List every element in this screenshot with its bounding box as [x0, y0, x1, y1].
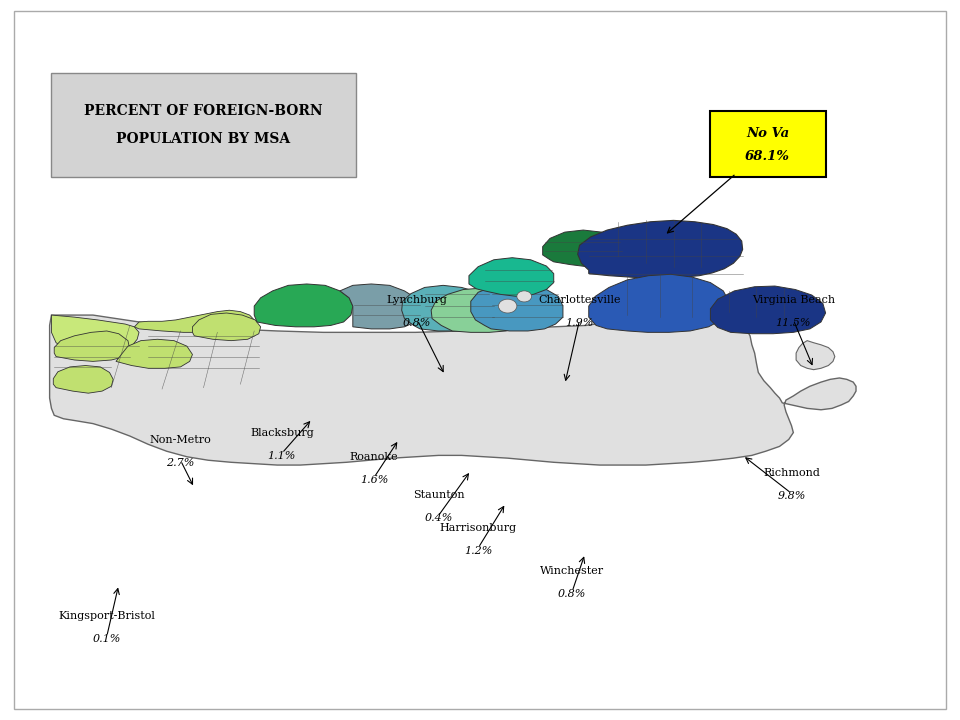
Polygon shape	[578, 220, 743, 279]
FancyBboxPatch shape	[710, 111, 826, 177]
Polygon shape	[52, 315, 139, 356]
Text: Non-Metro: Non-Metro	[150, 435, 211, 445]
Text: 1.1%: 1.1%	[268, 451, 296, 462]
Polygon shape	[192, 313, 261, 341]
Text: Roanoke: Roanoke	[349, 452, 398, 462]
Text: 1.2%: 1.2%	[464, 546, 492, 556]
Text: 11.5%: 11.5%	[776, 318, 811, 328]
Text: Charlottesville: Charlottesville	[539, 294, 621, 305]
Polygon shape	[340, 284, 420, 329]
Polygon shape	[796, 341, 835, 369]
Polygon shape	[401, 285, 493, 331]
Text: 0.1%: 0.1%	[92, 634, 121, 644]
Text: 9.8%: 9.8%	[778, 491, 805, 501]
Text: POPULATION BY MSA: POPULATION BY MSA	[116, 132, 291, 146]
Text: 0.4%: 0.4%	[424, 513, 453, 523]
Circle shape	[516, 291, 532, 302]
Text: 68.1%: 68.1%	[745, 150, 790, 163]
Text: Lynchburg: Lynchburg	[387, 294, 447, 305]
Text: Harrisonburg: Harrisonburg	[440, 523, 516, 533]
Text: 0.8%: 0.8%	[558, 590, 587, 600]
Polygon shape	[54, 331, 130, 361]
Polygon shape	[470, 284, 563, 331]
Polygon shape	[50, 291, 856, 465]
Circle shape	[498, 300, 516, 313]
Polygon shape	[54, 366, 113, 393]
Text: 0.8%: 0.8%	[403, 318, 431, 328]
Polygon shape	[116, 339, 192, 369]
Text: Blacksburg: Blacksburg	[250, 428, 314, 438]
Polygon shape	[468, 258, 554, 297]
Polygon shape	[710, 286, 826, 334]
Text: Richmond: Richmond	[763, 468, 820, 478]
Text: Virginia Beach: Virginia Beach	[752, 294, 835, 305]
Text: 2.7%: 2.7%	[166, 458, 195, 468]
Text: Winchester: Winchester	[540, 567, 604, 576]
Text: PERCENT OF FOREIGN-BORN: PERCENT OF FOREIGN-BORN	[84, 104, 323, 118]
Polygon shape	[134, 310, 254, 333]
Polygon shape	[431, 288, 528, 333]
Text: 1.9%: 1.9%	[565, 318, 593, 328]
Text: 1.6%: 1.6%	[360, 475, 388, 485]
Polygon shape	[254, 284, 353, 327]
Polygon shape	[588, 274, 729, 333]
Text: Kingsport-Bristol: Kingsport-Bristol	[59, 611, 156, 621]
Text: No Va: No Va	[746, 127, 789, 140]
Polygon shape	[542, 230, 623, 266]
FancyBboxPatch shape	[52, 73, 355, 177]
Text: Staunton: Staunton	[413, 490, 465, 500]
